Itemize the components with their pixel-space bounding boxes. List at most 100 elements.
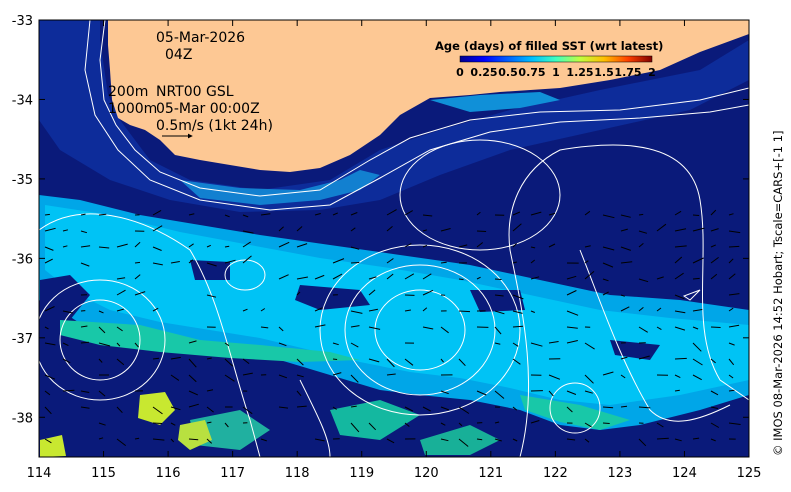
current-vector xyxy=(188,438,199,441)
current-vector xyxy=(386,438,395,444)
current-vector xyxy=(656,307,662,312)
current-vector xyxy=(206,406,214,413)
current-vector xyxy=(134,274,141,280)
current-vector xyxy=(188,390,199,396)
current-vector xyxy=(494,421,500,424)
current-vector xyxy=(80,390,90,393)
current-vector xyxy=(692,358,703,366)
current-vector xyxy=(116,326,123,332)
current-vector xyxy=(206,294,217,298)
current-vector xyxy=(404,358,414,366)
current-vector xyxy=(134,342,139,348)
current-vector xyxy=(386,358,395,368)
current-vector xyxy=(566,406,573,413)
current-vector xyxy=(98,342,111,347)
isobath-1000-label: 1000m xyxy=(108,101,157,117)
current-vector xyxy=(368,326,381,330)
current-vector xyxy=(206,421,212,424)
current-vector xyxy=(224,422,229,428)
current-vector xyxy=(278,274,289,280)
current-vector xyxy=(62,310,73,314)
current-vector xyxy=(314,307,323,312)
current-vector xyxy=(638,326,648,333)
current-vector xyxy=(278,226,284,232)
current-vector xyxy=(566,340,578,344)
current-vector xyxy=(314,438,325,442)
current-vector xyxy=(386,226,393,232)
current-vector xyxy=(728,422,741,425)
x-tick-label: 116 xyxy=(156,466,181,481)
current-vector xyxy=(710,244,717,248)
current-vector xyxy=(494,438,502,442)
current-vector xyxy=(368,422,377,431)
current-vector xyxy=(584,342,595,350)
current-vector xyxy=(116,289,126,296)
current-vector xyxy=(476,230,487,232)
current-vector xyxy=(728,258,734,264)
current-vector xyxy=(296,291,301,296)
current-vector xyxy=(638,438,647,447)
current-vector xyxy=(314,324,326,328)
current-vector xyxy=(710,209,717,216)
current-vector xyxy=(620,214,631,218)
isobath-contour xyxy=(84,20,749,211)
current-vector xyxy=(476,390,487,396)
current-vector xyxy=(548,243,556,248)
current-vector xyxy=(566,390,577,395)
current-vector xyxy=(332,258,345,264)
current-vector xyxy=(638,307,644,312)
current-vector xyxy=(152,209,162,216)
current-vector xyxy=(278,241,290,248)
current-vector xyxy=(584,438,590,443)
x-tick-label: 125 xyxy=(737,466,762,481)
current-vector xyxy=(278,374,288,379)
current-vector xyxy=(116,438,127,446)
current-vector xyxy=(224,214,230,218)
current-vector xyxy=(224,342,230,347)
current-vector xyxy=(530,342,543,347)
plot-frame xyxy=(38,19,750,458)
current-vector xyxy=(170,438,175,443)
current-vector xyxy=(296,374,304,378)
current-vector xyxy=(638,355,650,360)
current-vector xyxy=(620,261,633,264)
current-vector xyxy=(566,438,576,441)
teal-patch xyxy=(60,320,360,362)
current-vector xyxy=(710,390,719,396)
current-vector xyxy=(728,245,740,248)
date-label: 05-Mar-2026 xyxy=(156,30,245,46)
current-vector xyxy=(332,406,337,410)
current-vector xyxy=(422,307,428,312)
current-vector xyxy=(332,342,339,346)
current-vector xyxy=(116,406,123,414)
current-vector xyxy=(260,308,266,312)
current-vector xyxy=(44,258,53,264)
current-vector xyxy=(674,210,682,216)
current-vector xyxy=(404,273,415,280)
colorbar-tick-label: 0.5 xyxy=(498,66,518,79)
current-vector xyxy=(602,406,614,409)
current-vector xyxy=(638,243,644,248)
x-tick-label: 120 xyxy=(414,466,439,481)
current-vector xyxy=(116,308,124,312)
current-vector xyxy=(62,389,75,392)
current-vector xyxy=(728,324,740,328)
current-vector xyxy=(350,227,356,232)
current-vector xyxy=(728,293,740,296)
current-vector xyxy=(476,211,481,216)
current-vector xyxy=(584,390,593,394)
colorbar-tick-label: 2 xyxy=(648,66,656,79)
current-vector xyxy=(602,278,609,282)
current-vector xyxy=(440,390,449,395)
current-vector xyxy=(44,246,54,251)
current-vector xyxy=(566,326,578,329)
current-vector xyxy=(134,241,141,248)
current-vector xyxy=(368,289,376,296)
current-vector xyxy=(692,326,699,330)
current-vector xyxy=(80,406,90,409)
current-vector xyxy=(548,374,561,380)
current-vector xyxy=(692,309,703,312)
scale-label: 0.5m/s (1kt 24h) xyxy=(156,118,273,134)
current-vector xyxy=(458,438,469,447)
current-vector xyxy=(206,244,212,248)
